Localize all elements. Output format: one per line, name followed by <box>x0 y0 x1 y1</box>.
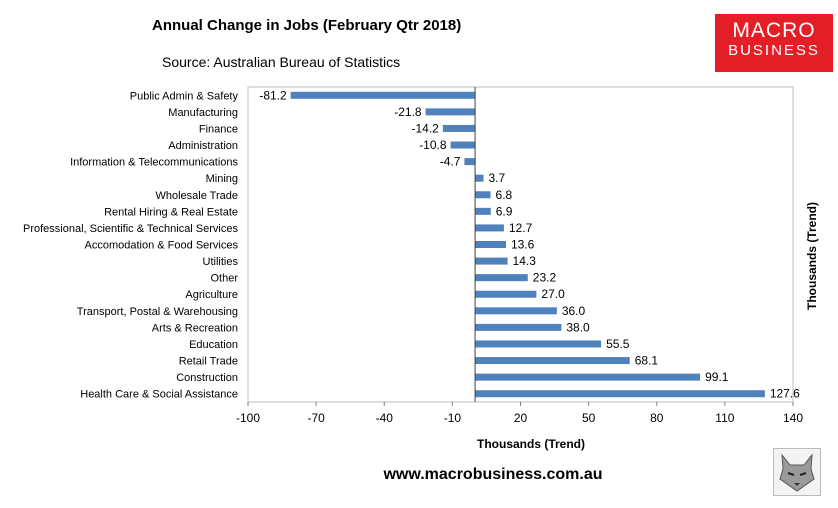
bar <box>475 191 491 199</box>
data-label: 27.0 <box>541 287 565 301</box>
data-label: 12.7 <box>509 221 533 235</box>
category-label: Finance <box>199 123 238 135</box>
bar <box>450 141 476 149</box>
data-label: -4.7 <box>440 155 461 169</box>
logo-line2: BUSINESS <box>728 42 820 59</box>
data-label: 38.0 <box>566 320 590 334</box>
category-label: Information & Telecommunications <box>70 157 238 169</box>
category-label: Arts & Recreation <box>152 322 238 334</box>
data-label: 99.1 <box>705 370 729 384</box>
data-label: 68.1 <box>635 354 659 368</box>
category-label: Construction <box>176 372 238 384</box>
data-label: -14.2 <box>411 121 439 135</box>
category-label: Utilities <box>203 256 239 268</box>
category-label: Public Admin & Safety <box>130 90 239 102</box>
data-label: 23.2 <box>533 271 557 285</box>
category-label: Rental Hiring & Real Estate <box>104 206 238 218</box>
x-tick-label: 20 <box>514 411 528 425</box>
bar <box>475 174 484 182</box>
category-label: Education <box>189 339 238 351</box>
bar <box>475 257 508 265</box>
data-label: -81.2 <box>259 88 287 102</box>
x-tick-label: -10 <box>444 411 462 425</box>
macrobusiness-logo[interactable]: MACRO BUSINESS <box>715 14 833 72</box>
y-axis-title-right: Thousands (Trend) <box>805 202 819 310</box>
data-label: 55.5 <box>606 337 630 351</box>
bar <box>475 340 602 348</box>
bar <box>475 241 506 248</box>
category-label: Administration <box>168 140 238 152</box>
category-label: Transport, Postal & Warehousing <box>77 306 238 318</box>
category-label: Manufacturing <box>168 107 238 119</box>
data-label: 3.7 <box>488 171 505 185</box>
data-label: 127.6 <box>770 387 800 401</box>
data-label: -10.8 <box>419 138 447 152</box>
category-label: Professional, Scientific & Technical Ser… <box>23 223 239 235</box>
category-label: Accomodation & Food Services <box>85 240 239 252</box>
data-label: 14.3 <box>513 254 537 268</box>
bar <box>475 224 504 232</box>
bar <box>475 357 630 365</box>
data-label: 6.8 <box>496 188 513 202</box>
category-label: Mining <box>206 173 238 185</box>
bar <box>290 91 476 99</box>
category-label: Other <box>210 273 238 285</box>
category-label: Retail Trade <box>179 356 238 368</box>
category-label: Health Care & Social Assistance <box>80 389 238 401</box>
x-tick-label: 110 <box>715 411 734 425</box>
data-label: 36.0 <box>562 304 586 318</box>
bar <box>475 274 528 282</box>
category-label: Agriculture <box>185 289 238 301</box>
bar <box>442 124 476 132</box>
bar <box>475 390 765 398</box>
x-axis-title: Thousands (Trend) <box>477 437 585 451</box>
footer-url[interactable]: www.macrobusiness.com.au <box>383 466 603 483</box>
chart-title: Annual Change in Jobs (February Qtr 2018… <box>152 17 462 34</box>
bar <box>475 207 491 215</box>
data-label: -21.8 <box>394 105 422 119</box>
x-tick-label: -100 <box>236 411 260 425</box>
x-tick-label: 140 <box>783 411 803 425</box>
bar <box>475 307 557 315</box>
data-label: 6.9 <box>496 204 513 218</box>
data-label: 13.6 <box>511 238 535 252</box>
bar <box>475 323 562 331</box>
category-label: Wholesale Trade <box>155 190 238 202</box>
bar <box>475 290 537 298</box>
x-tick-label: 50 <box>582 411 596 425</box>
plot-area: Public Admin & Safety -81.2 Manufacturing -… <box>23 86 803 425</box>
bar <box>475 373 701 381</box>
chart-subtitle: Source: Australian Bureau of Statistics <box>162 54 401 70</box>
bar <box>464 158 476 166</box>
logo-line1: MACRO <box>732 19 816 42</box>
x-tick-label: -70 <box>307 411 325 425</box>
x-tick-label: 80 <box>650 411 664 425</box>
bar <box>425 108 476 116</box>
wolf-logo-image <box>773 448 821 496</box>
x-tick-label: -40 <box>376 411 394 425</box>
